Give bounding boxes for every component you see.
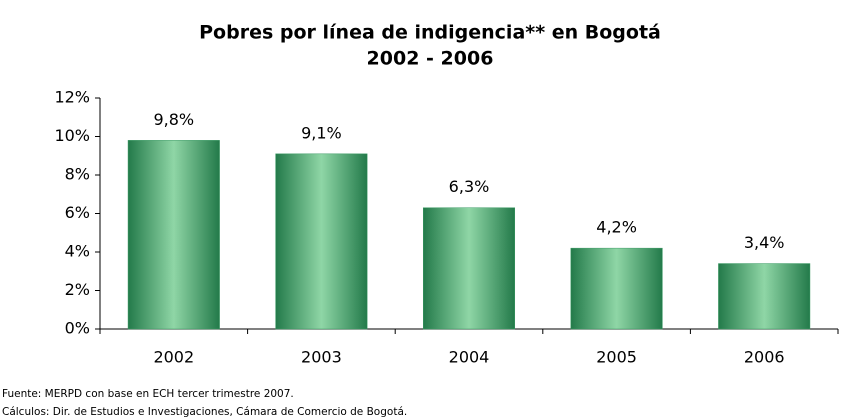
y-tick-label: 6% xyxy=(65,203,90,222)
y-tick-label: 10% xyxy=(54,126,90,145)
x-tick-label: 2006 xyxy=(744,348,785,367)
value-label: 9,8% xyxy=(153,110,194,129)
x-tick-label: 2004 xyxy=(449,348,490,367)
y-tick-label: 12% xyxy=(54,88,90,107)
value-label: 9,1% xyxy=(301,123,342,142)
bar xyxy=(275,153,368,330)
bar xyxy=(718,263,811,330)
y-tick-label: 4% xyxy=(65,242,90,261)
value-label: 4,2% xyxy=(596,218,637,237)
x-tick-label: 2005 xyxy=(596,348,637,367)
bar xyxy=(422,207,516,330)
y-tick-label: 2% xyxy=(65,280,90,299)
calc-note: Cálculos: Dir. de Estudios e Investigaci… xyxy=(2,406,407,418)
bar xyxy=(570,247,663,330)
x-tick-label: 2003 xyxy=(301,348,342,367)
source-note: Fuente: MERPD con base en ECH tercer tri… xyxy=(2,388,294,400)
bar xyxy=(127,140,220,330)
y-tick-label: 0% xyxy=(65,319,90,338)
chart-title: Pobres por línea de indigencia** en Bogo… xyxy=(199,22,661,44)
chart-subtitle: 2002 - 2006 xyxy=(367,48,494,70)
value-label: 6,3% xyxy=(449,177,490,196)
value-label: 3,4% xyxy=(744,233,785,252)
y-tick-label: 8% xyxy=(65,165,90,184)
x-tick-label: 2002 xyxy=(153,348,194,367)
